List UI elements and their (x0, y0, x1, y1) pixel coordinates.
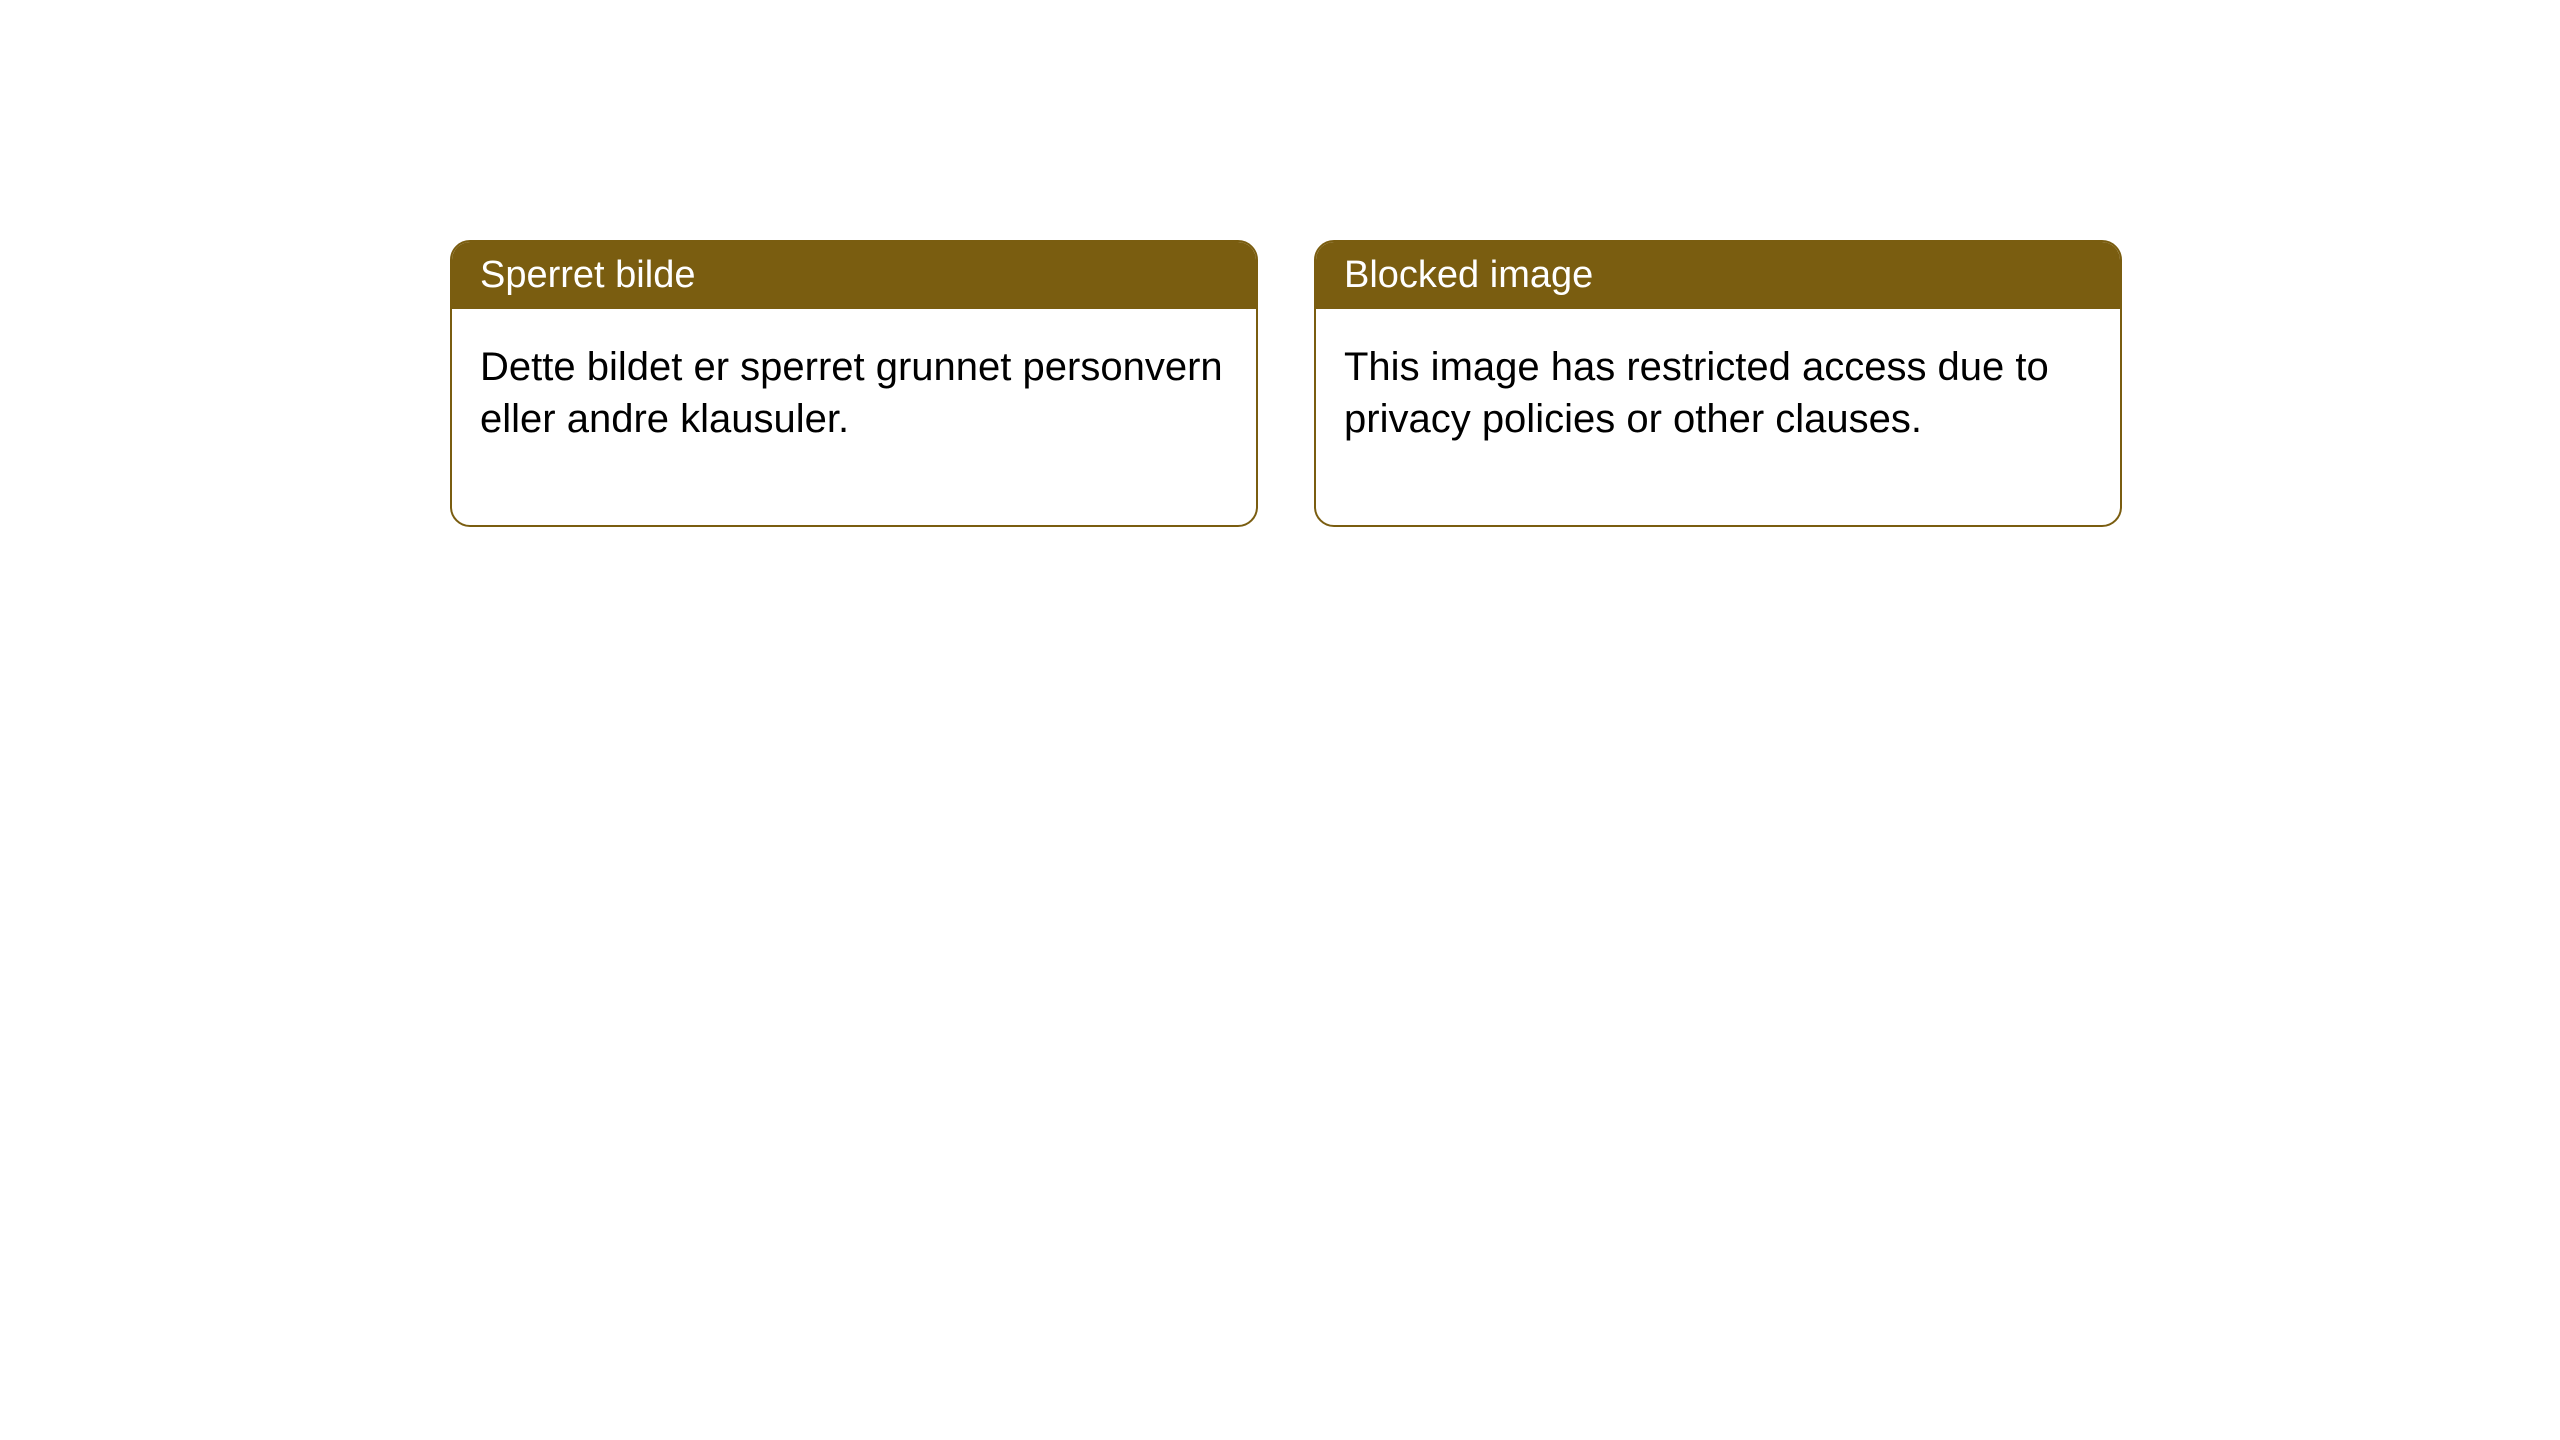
notice-title-en: Blocked image (1344, 254, 1593, 296)
notice-container: Sperret bilde Dette bildet er sperret gr… (0, 0, 2560, 527)
notice-body-en: This image has restricted access due to … (1316, 309, 2120, 525)
notice-card-en: Blocked image This image has restricted … (1314, 240, 2122, 527)
notice-text-en: This image has restricted access due to … (1344, 345, 2049, 441)
notice-body-no: Dette bildet er sperret grunnet personve… (452, 309, 1256, 525)
notice-card-no: Sperret bilde Dette bildet er sperret gr… (450, 240, 1258, 527)
notice-header-no: Sperret bilde (452, 242, 1256, 309)
notice-header-en: Blocked image (1316, 242, 2120, 309)
notice-text-no: Dette bildet er sperret grunnet personve… (480, 345, 1223, 441)
notice-title-no: Sperret bilde (480, 254, 695, 296)
